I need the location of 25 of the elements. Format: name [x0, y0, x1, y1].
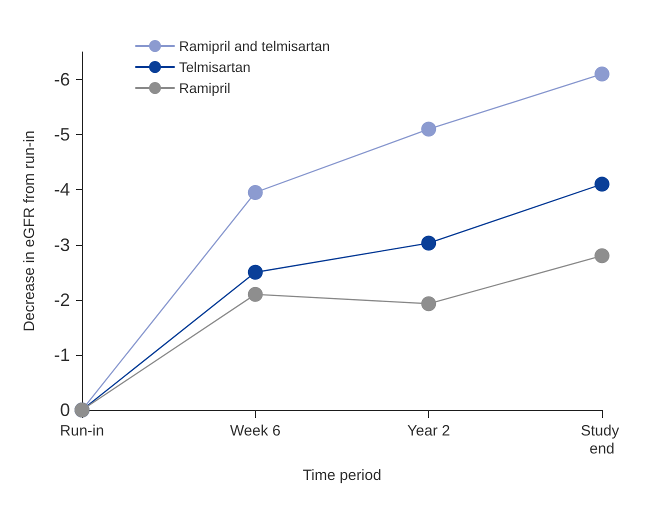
x-tick-label: Run-in	[60, 422, 104, 440]
y-tick-label: 0	[60, 400, 70, 420]
point	[248, 264, 263, 280]
point	[594, 176, 610, 192]
point	[248, 184, 263, 200]
legend-label: Ramipril	[179, 80, 230, 96]
point	[594, 66, 610, 82]
y-tick-label: -2	[54, 290, 70, 310]
legend-label: Ramipril and telmisartan	[179, 38, 330, 54]
y-tick-label: -4	[54, 180, 70, 200]
y-tick-label: -3	[54, 234, 70, 255]
point	[421, 122, 436, 137]
y-tick-label: -6	[54, 70, 70, 90]
point	[594, 248, 610, 264]
point	[421, 236, 436, 251]
point	[421, 296, 436, 312]
x-axis-title: Time period	[302, 467, 382, 484]
x-tick-label: Week 6	[230, 422, 281, 440]
point	[248, 286, 263, 302]
y-axis-title: Decrease in eGFR from run-in	[21, 130, 38, 332]
y-tick-label: -5	[54, 124, 70, 145]
y-tick-label: -1	[54, 344, 70, 365]
legend-label: Telmisartan	[179, 59, 251, 75]
x-tick-label: Study end	[580, 422, 624, 458]
x-tick-label: Year 2	[407, 422, 450, 440]
